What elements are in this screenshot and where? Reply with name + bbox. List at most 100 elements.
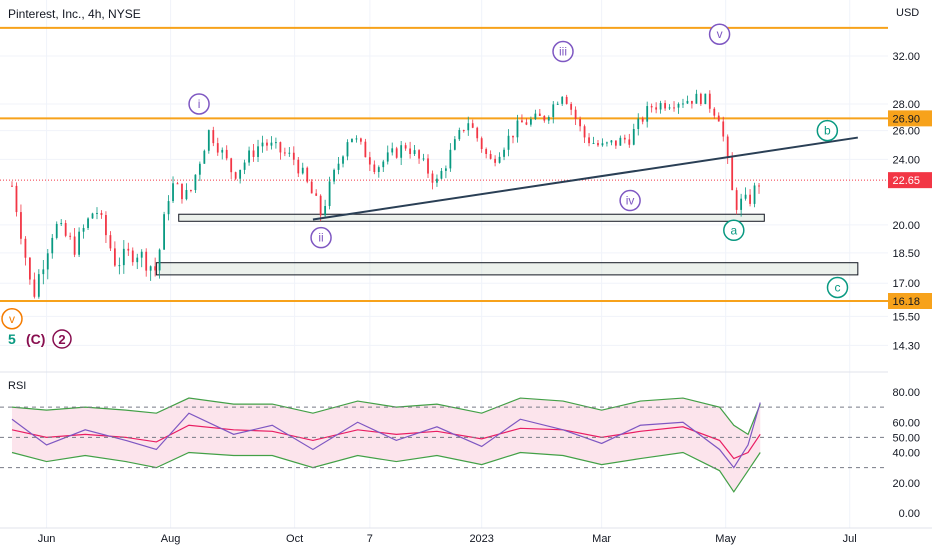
- candle-body: [664, 103, 666, 109]
- candle-body: [610, 140, 613, 143]
- wave-label-circle: [723, 219, 745, 242]
- price-axis[interactable]: 32.00 28.00 26.00 24.00 20.00 18.50 17.00 15.50…: [888, 0, 932, 550]
- candle-body: [623, 137, 626, 140]
- candle-body: [118, 265, 121, 267]
- candle-body: [167, 201, 170, 215]
- x-tick-label: Jun: [38, 533, 56, 545]
- candle-body: [503, 149, 505, 157]
- candle-body: [516, 120, 519, 138]
- rsi-line: [11, 402, 761, 469]
- candle-body: [234, 172, 237, 179]
- candle-body: [28, 257, 31, 280]
- trendline-segment[interactable]: [312, 136, 858, 221]
- candle-body: [176, 183, 179, 185]
- candle-body: [436, 178, 438, 183]
- candle-body: [248, 150, 250, 163]
- wave-label-circle: [552, 40, 574, 63]
- candle-body: [655, 107, 658, 110]
- candle-body: [619, 137, 622, 146]
- rsi-title: RSI: [8, 380, 26, 392]
- candle-body: [534, 113, 537, 120]
- candle-body: [601, 143, 604, 146]
- last-price-badge: [888, 172, 932, 189]
- time-axis[interactable]: Jun Aug Oct 7 2023 Mar May Jul: [0, 527, 932, 545]
- candle-body: [109, 235, 112, 249]
- support-zone[interactable]: [178, 213, 765, 222]
- candle-body: [726, 136, 729, 158]
- candle-body: [579, 119, 581, 127]
- candle-body: [489, 153, 492, 159]
- candle-body: [628, 139, 631, 145]
- last-price-label: 22.65: [892, 175, 920, 187]
- y-tick-label: 15.50: [892, 311, 920, 323]
- y-tick-label: 24.00: [892, 154, 920, 166]
- candle-body: [547, 117, 550, 121]
- y-tick-label: 14.30: [892, 340, 920, 352]
- level-badge-label: 16.18: [892, 296, 920, 308]
- candle-body: [386, 152, 389, 162]
- wave-label: ii: [318, 231, 323, 245]
- trendline[interactable]: [312, 136, 858, 221]
- candle-body: [565, 96, 568, 104]
- candle-body: [20, 212, 22, 239]
- candle-body: [270, 142, 273, 146]
- candle-body: [413, 150, 416, 155]
- candle-body: [288, 152, 291, 154]
- candle-body: [42, 269, 45, 275]
- candle-body: [400, 145, 403, 158]
- candle-body: [149, 266, 152, 271]
- wave-label: i: [198, 97, 201, 111]
- candle-body: [172, 183, 174, 202]
- candle-body: [462, 130, 465, 132]
- chart-title: Pinterest, Inc., 4h, NYSE: [8, 7, 141, 21]
- candle-body: [444, 168, 447, 171]
- candle-body: [521, 120, 523, 123]
- candle-body: [239, 169, 242, 179]
- candle-body: [453, 139, 456, 150]
- level-badge: [888, 293, 932, 309]
- candle-body: [427, 158, 429, 174]
- candle-body: [301, 167, 304, 174]
- candle-body: [458, 130, 461, 140]
- currency-label: USD: [896, 7, 919, 19]
- rsi-y-tick-label: 80.00: [892, 387, 920, 399]
- candle-body: [498, 156, 501, 163]
- candle-body: [704, 93, 707, 105]
- rsi-band-fill: [12, 398, 761, 492]
- candle-body: [677, 103, 680, 108]
- candle-body: [158, 249, 161, 271]
- candle-body: [319, 195, 322, 216]
- y-tick-label: 20.00: [892, 220, 920, 232]
- candle-body: [351, 138, 353, 143]
- candle-body: [556, 103, 559, 105]
- candle-body: [181, 183, 183, 200]
- support-zone[interactable]: [155, 262, 859, 276]
- candle-body: [583, 126, 586, 138]
- candle-body: [431, 173, 434, 183]
- candle-body: [91, 213, 94, 219]
- candle-body: [51, 237, 54, 254]
- candle-body: [364, 141, 367, 158]
- candle-body: [695, 93, 698, 104]
- candle-body: [266, 142, 268, 146]
- candle-body: [749, 194, 751, 204]
- candle-body: [449, 149, 452, 169]
- candle-body: [257, 146, 259, 157]
- wave-label-circle: [708, 23, 731, 45]
- wave-label-circle: [1, 308, 23, 330]
- wave-label-circle: [826, 276, 849, 299]
- candle-body: [64, 223, 67, 236]
- candle-body: [140, 251, 143, 258]
- price-axis-bg: [888, 0, 932, 550]
- wave-label: c: [835, 280, 841, 294]
- candle-body: [744, 194, 747, 199]
- candle-body: [127, 248, 130, 251]
- candle-body: [646, 106, 649, 122]
- candle-body: [328, 181, 331, 207]
- candle-body: [37, 274, 40, 297]
- wave-label-circle: [619, 189, 641, 212]
- candle-body: [243, 162, 246, 170]
- candle-body: [507, 135, 510, 150]
